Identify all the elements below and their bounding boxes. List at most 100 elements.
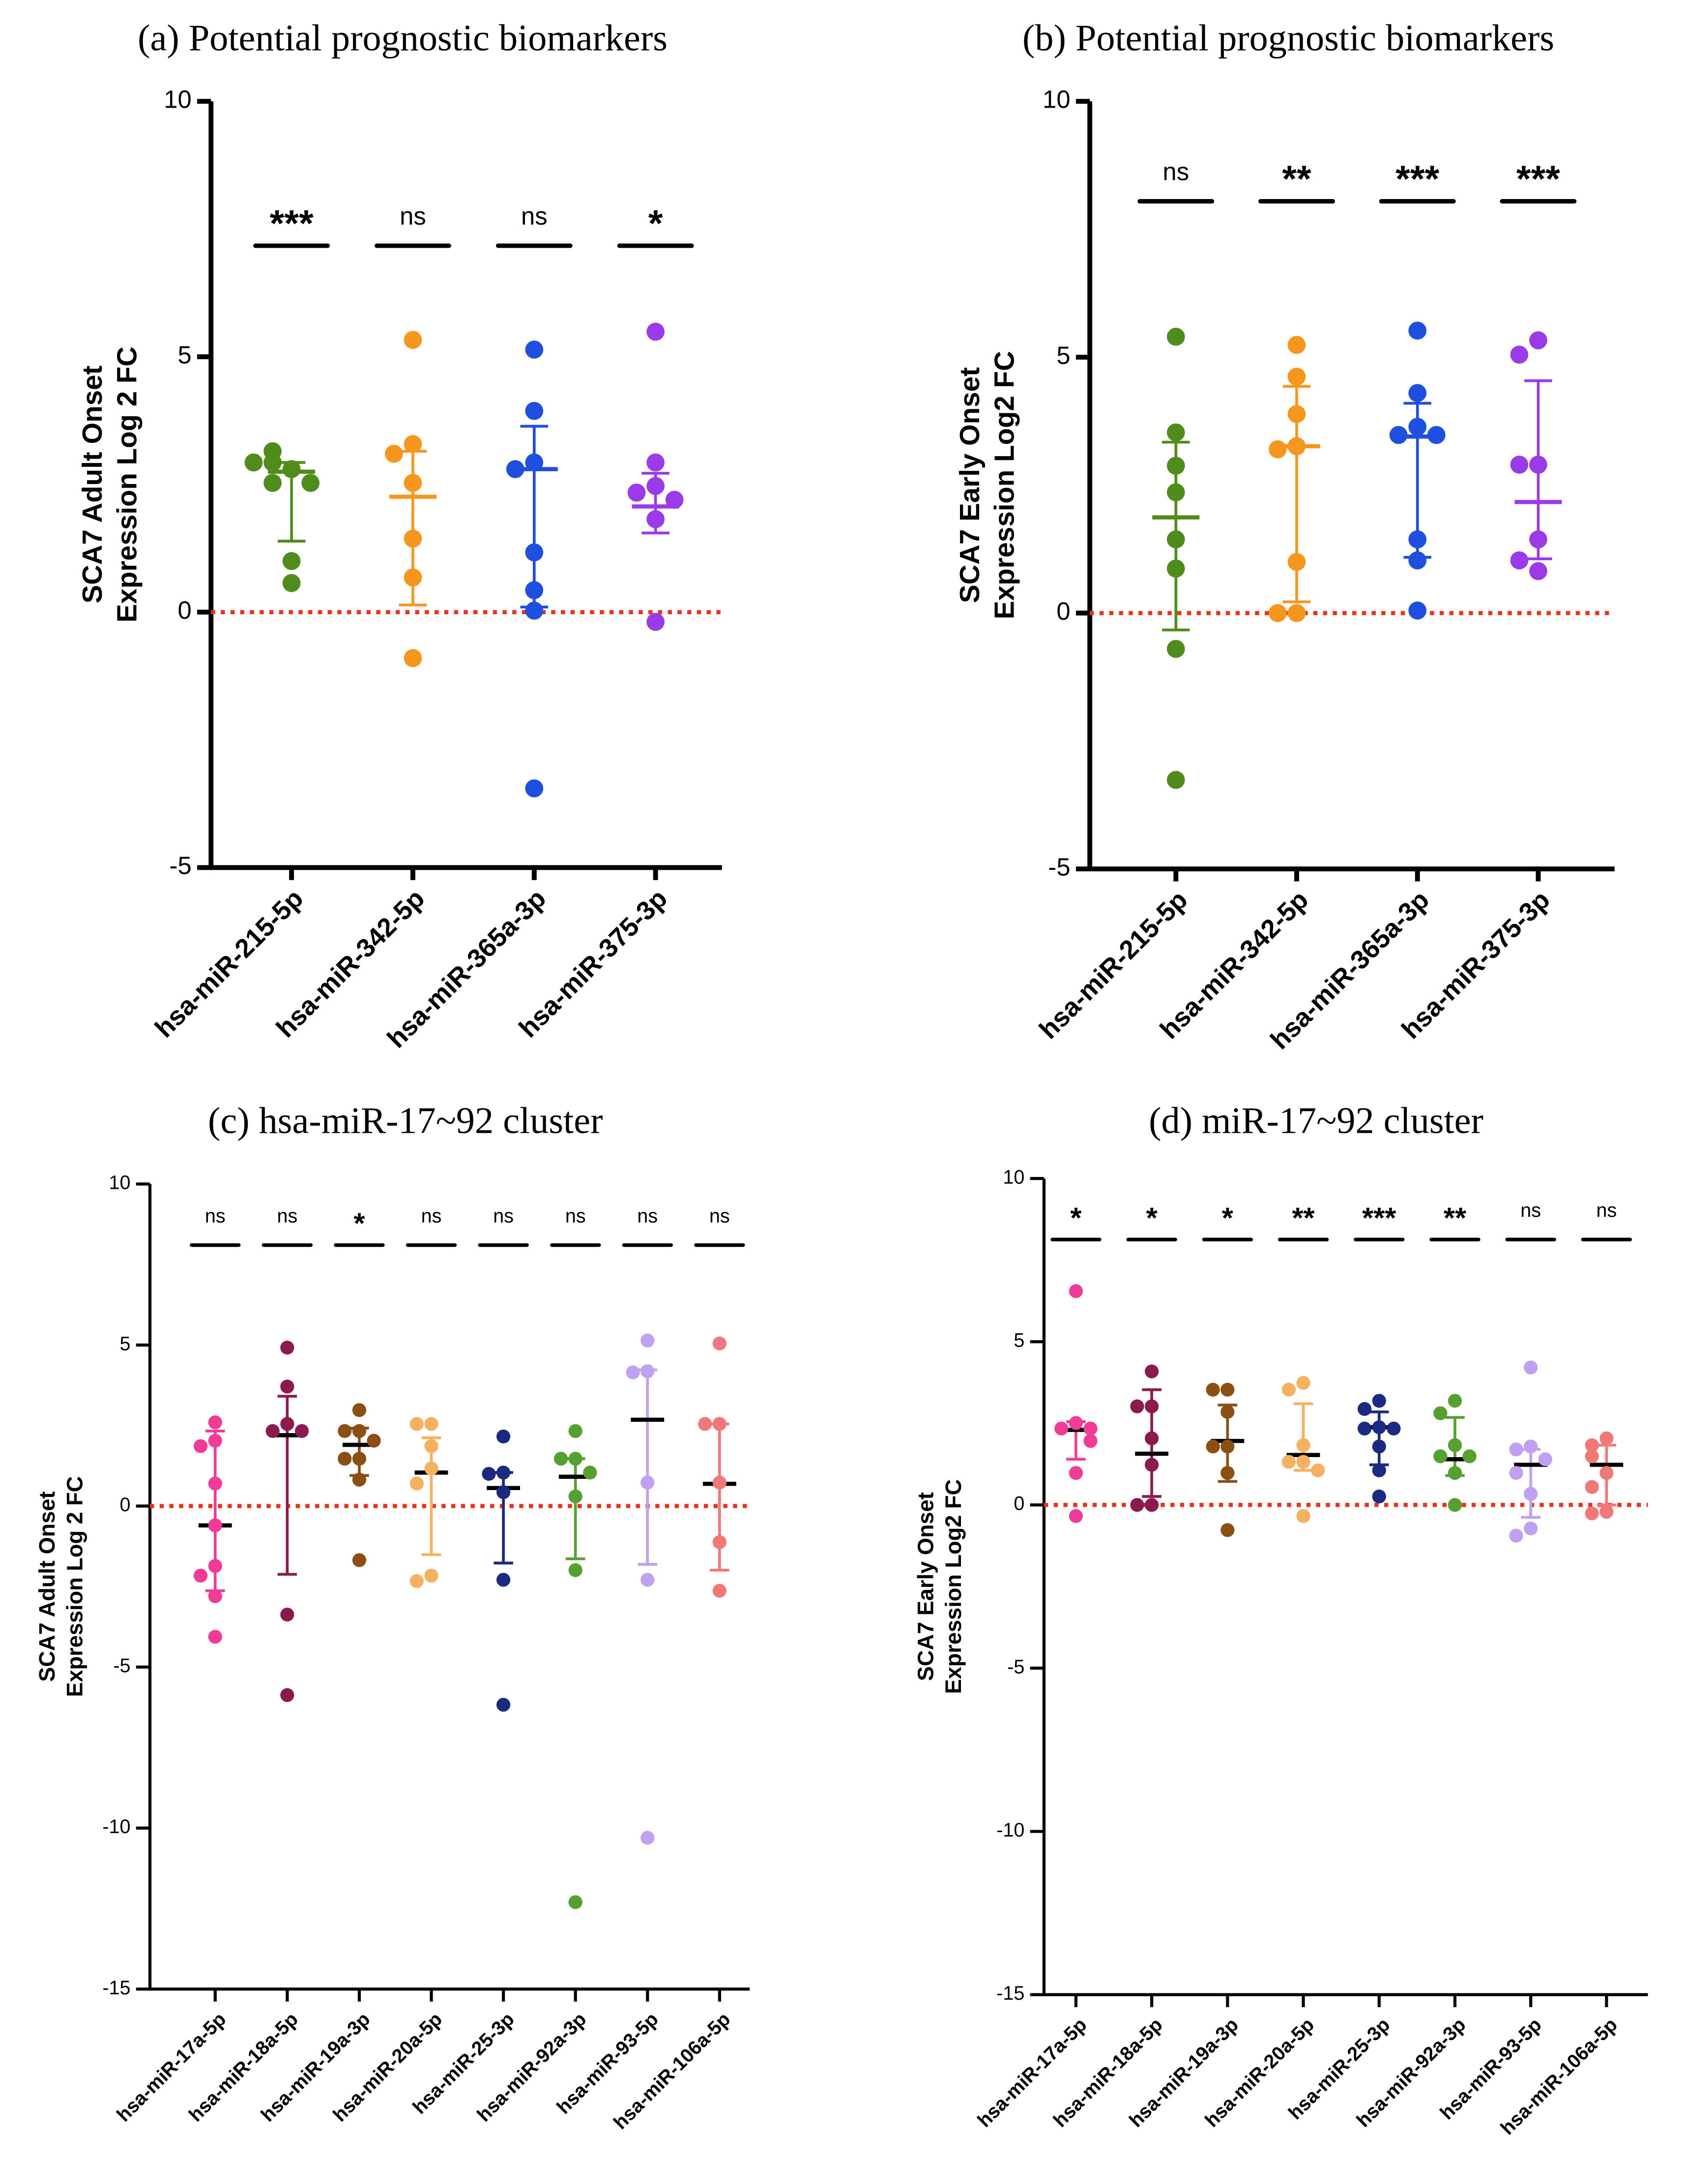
data-point: [568, 1424, 582, 1438]
data-point: [1529, 331, 1547, 349]
data-point: [1529, 530, 1547, 548]
data-point: [208, 1518, 222, 1532]
y-tick-label: -5: [1007, 1656, 1024, 1678]
data-point: [1220, 1382, 1235, 1397]
data-point: [208, 1476, 222, 1491]
significance-label: ns: [205, 1205, 226, 1227]
y-tick-label: 0: [177, 596, 191, 624]
data-point: [1372, 1394, 1386, 1408]
y-tick-label: 0: [1014, 1493, 1024, 1515]
data-point: [1281, 1382, 1296, 1397]
data-point: [1389, 426, 1408, 444]
data-point: [1427, 426, 1446, 444]
y-tick-label: 10: [109, 1172, 131, 1194]
significance-label: **: [1282, 158, 1311, 200]
data-point: [1529, 562, 1547, 580]
y-tick-label: -15: [996, 1983, 1024, 2004]
data-point: [1166, 559, 1185, 578]
data-point: [712, 1336, 727, 1351]
data-point: [1585, 1480, 1599, 1494]
data-point: [640, 1573, 655, 1587]
panel-title: (b) Potential prognostic biomarkers: [1022, 17, 1554, 58]
data-point: [265, 1424, 280, 1438]
y-tick-label: -10: [996, 1819, 1024, 1841]
significance-label: ns: [493, 1205, 514, 1227]
data-point: [1206, 1439, 1220, 1454]
significance-label: ns: [1520, 1200, 1541, 1221]
data-point: [1448, 1394, 1462, 1408]
data-point: [1296, 1438, 1310, 1452]
significance-label: ns: [400, 202, 426, 230]
y-axis-label: Expression Log2 FC: [989, 351, 1020, 619]
data-point: [1585, 1449, 1599, 1464]
data-point: [208, 1415, 222, 1430]
data-point: [280, 1379, 294, 1394]
data-point: [409, 1417, 424, 1431]
data-point: [1287, 553, 1306, 571]
y-axis-label: SCA7 Adult Onset: [34, 1492, 59, 1682]
data-point: [194, 1439, 208, 1453]
data-point: [525, 453, 544, 472]
data-point: [496, 1466, 511, 1480]
data-point: [1408, 601, 1427, 620]
data-point: [1083, 1421, 1098, 1436]
data-point: [496, 1429, 511, 1444]
data-point: [1220, 1405, 1235, 1419]
data-point: [1372, 1439, 1386, 1454]
data-point: [1357, 1402, 1372, 1416]
data-point: [263, 442, 282, 460]
data-point: [404, 568, 422, 587]
data-point: [627, 484, 646, 502]
data-point: [1069, 1284, 1083, 1298]
y-tick-label: -5: [113, 1655, 130, 1677]
data-point: [1296, 1455, 1310, 1469]
data-point: [352, 1553, 367, 1567]
data-point: [1166, 771, 1185, 789]
data-point: [338, 1424, 352, 1438]
data-point: [646, 453, 665, 472]
data-point: [640, 1831, 655, 1845]
data-point: [698, 1417, 712, 1431]
data-point: [1462, 1449, 1477, 1464]
y-tick-label: 5: [119, 1333, 130, 1354]
data-point: [646, 612, 665, 631]
data-point: [424, 1568, 438, 1583]
y-axis-label: SCA7 Early Onset: [913, 1492, 938, 1681]
y-tick-label: 0: [119, 1494, 130, 1516]
data-point: [640, 1364, 655, 1379]
data-point: [404, 649, 422, 667]
data-point: [409, 1476, 424, 1491]
significance-label: ns: [637, 1205, 658, 1227]
data-point: [1296, 1376, 1310, 1390]
data-point: [1166, 640, 1185, 658]
data-point: [208, 1589, 222, 1604]
data-point: [1287, 437, 1306, 456]
data-point: [1509, 1442, 1523, 1457]
y-tick-label: -5: [1048, 853, 1070, 881]
data-point: [208, 1434, 222, 1448]
data-point: [525, 402, 544, 420]
data-point: [1069, 1466, 1083, 1480]
significance-label: **: [1292, 1201, 1315, 1234]
y-axis-label: SCA7 Early Onset: [954, 367, 985, 603]
data-point: [1510, 456, 1529, 474]
data-point: [496, 1697, 511, 1712]
significance-label: ns: [565, 1205, 586, 1227]
data-point: [553, 1452, 568, 1466]
data-point: [1145, 1458, 1159, 1472]
data-point: [1166, 483, 1185, 502]
data-point: [1408, 530, 1427, 548]
data-point: [1145, 1431, 1159, 1445]
data-point: [1524, 1439, 1538, 1454]
data-point: [1287, 604, 1306, 622]
y-tick-label: 10: [1003, 1166, 1024, 1188]
data-point: [1130, 1498, 1144, 1512]
data-point: [1281, 1455, 1296, 1469]
data-point: [1372, 1420, 1386, 1435]
data-point: [640, 1475, 655, 1490]
data-point: [194, 1568, 208, 1583]
y-axis-label: Expression Log 2 FC: [112, 346, 143, 623]
data-point: [1287, 336, 1306, 354]
